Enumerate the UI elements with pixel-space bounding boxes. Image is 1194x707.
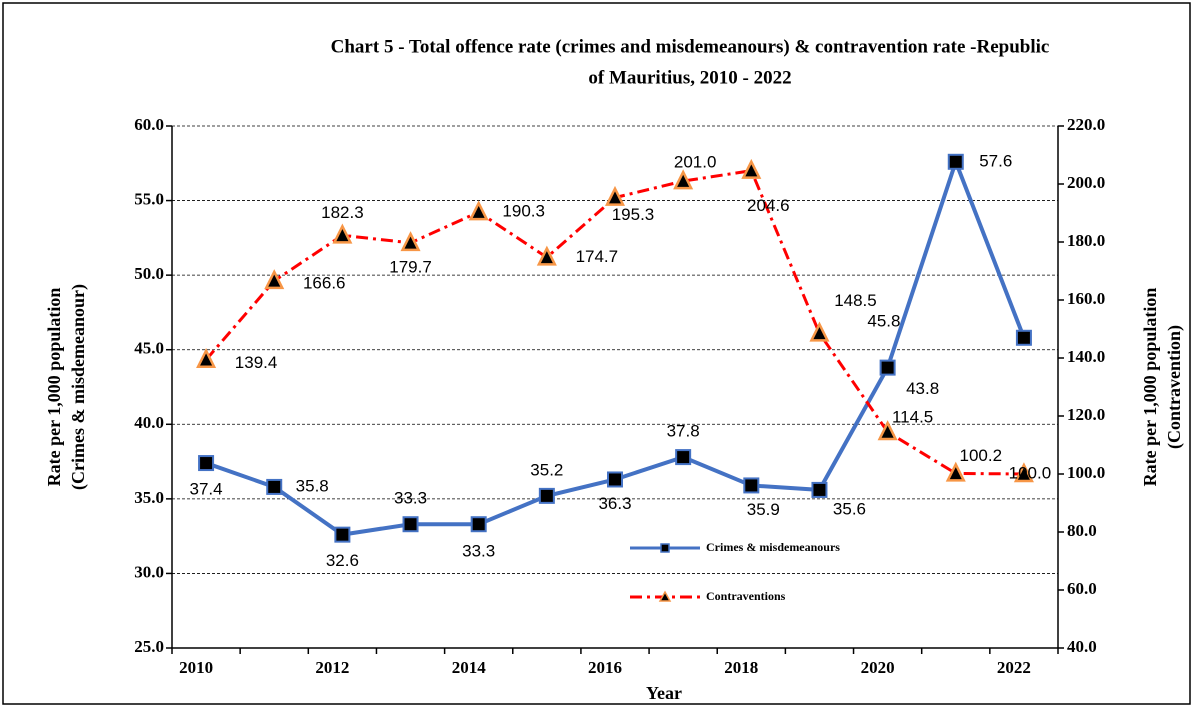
- y-tick-label: 45.0: [134, 339, 164, 358]
- y-tick-label: 55.0: [134, 189, 164, 208]
- marker: [743, 477, 760, 494]
- data-label: 174.7: [576, 247, 619, 266]
- y2-tick-label: 200.0: [1067, 173, 1105, 192]
- chart-title: Chart 5 - Total offence rate (crimes and…: [331, 36, 1050, 57]
- marker: [538, 487, 555, 504]
- data-label: 179.7: [389, 257, 432, 276]
- x-tick-label: 2014: [452, 658, 487, 677]
- data-label: 33.3: [394, 489, 427, 508]
- x-axis-label: Year: [646, 683, 682, 703]
- data-label: 201.0: [674, 153, 717, 172]
- marker: [741, 158, 762, 179]
- marker: [811, 481, 828, 498]
- x-tick-label: 2010: [179, 658, 213, 677]
- x-tick-label: 2016: [588, 658, 622, 677]
- data-label: 190.3: [502, 202, 545, 221]
- marker: [604, 185, 626, 206]
- y-axis-label: (Crimes & misdemeanour): [68, 284, 89, 490]
- marker: [536, 245, 557, 266]
- x-tick-label: 2020: [861, 658, 895, 677]
- y2-tick-label: 60.0: [1067, 579, 1097, 598]
- y-axis-label: Rate per 1,000 population: [44, 288, 64, 487]
- y2-tick-label: 100.0: [1067, 463, 1105, 482]
- marker: [809, 321, 830, 342]
- x-tick-label: 2022: [997, 658, 1031, 677]
- data-label: 37.8: [667, 422, 700, 441]
- y2-tick-label: 220.0: [1067, 115, 1105, 134]
- marker: [332, 223, 353, 244]
- marker: [675, 449, 692, 466]
- marker: [673, 169, 694, 190]
- marker: [266, 478, 283, 495]
- chart-title: of Mauritius, 2010 - 2022: [588, 67, 791, 88]
- data-label: 36.3: [598, 494, 631, 513]
- marker: [400, 231, 421, 252]
- y2-tick-label: 180.0: [1067, 231, 1105, 250]
- data-label: 204.6: [747, 196, 790, 215]
- data-label: 37.4: [190, 480, 223, 499]
- data-label: 182.3: [321, 203, 364, 222]
- marker: [198, 455, 215, 472]
- marker: [402, 516, 419, 533]
- x-tick-label: 2018: [724, 658, 758, 677]
- marker: [470, 516, 487, 533]
- data-label: 32.6: [326, 551, 359, 570]
- data-label: 148.5: [834, 291, 877, 310]
- data-label: 35.6: [833, 499, 866, 518]
- y2-tick-label: 80.0: [1067, 521, 1097, 540]
- y-tick-label: 35.0: [134, 488, 164, 507]
- marker: [607, 471, 623, 488]
- y-tick-label: 50.0: [134, 264, 164, 283]
- legend-label: Contraventions: [706, 589, 786, 603]
- marker: [945, 461, 966, 482]
- marker: [1015, 329, 1032, 346]
- marker: [196, 347, 217, 368]
- data-label: 166.6: [303, 273, 346, 292]
- legend-label: Crimes & misdemeanours: [706, 540, 840, 554]
- y2-tick-label: 40.0: [1067, 637, 1097, 656]
- y-tick-label: 60.0: [134, 115, 164, 134]
- marker: [879, 359, 896, 376]
- x-tick-label: 2012: [315, 658, 349, 677]
- data-label: 100.0: [1009, 463, 1052, 482]
- data-label: 45.8: [867, 311, 900, 330]
- data-label: 33.3: [462, 542, 495, 561]
- marker: [468, 200, 489, 221]
- marker: [334, 526, 351, 543]
- data-label: 100.2: [959, 446, 1002, 465]
- y2-axis-label: Rate per 1,000 population: [1140, 288, 1160, 487]
- marker: [264, 269, 285, 290]
- data-label: 57.6: [979, 151, 1012, 170]
- y2-tick-label: 140.0: [1067, 347, 1105, 366]
- marker: [877, 420, 898, 441]
- data-label: 114.5: [892, 407, 933, 426]
- y-tick-label: 40.0: [134, 413, 164, 432]
- data-label: 139.4: [235, 353, 278, 372]
- y2-tick-label: 160.0: [1067, 289, 1105, 308]
- legend-marker: [660, 543, 670, 553]
- marker: [1013, 462, 1034, 483]
- data-label: 35.8: [296, 476, 329, 495]
- marker: [947, 153, 964, 170]
- y2-axis-label: (Contravention): [1164, 325, 1185, 449]
- data-label: 35.2: [530, 460, 563, 479]
- y2-tick-label: 120.0: [1067, 405, 1105, 424]
- legend-marker: [658, 590, 672, 602]
- y-tick-label: 30.0: [134, 562, 164, 581]
- data-label: 35.9: [747, 500, 780, 519]
- y-tick-label: 25.0: [134, 637, 164, 656]
- data-label: 43.8: [906, 379, 939, 398]
- data-label: 195.3: [612, 205, 655, 224]
